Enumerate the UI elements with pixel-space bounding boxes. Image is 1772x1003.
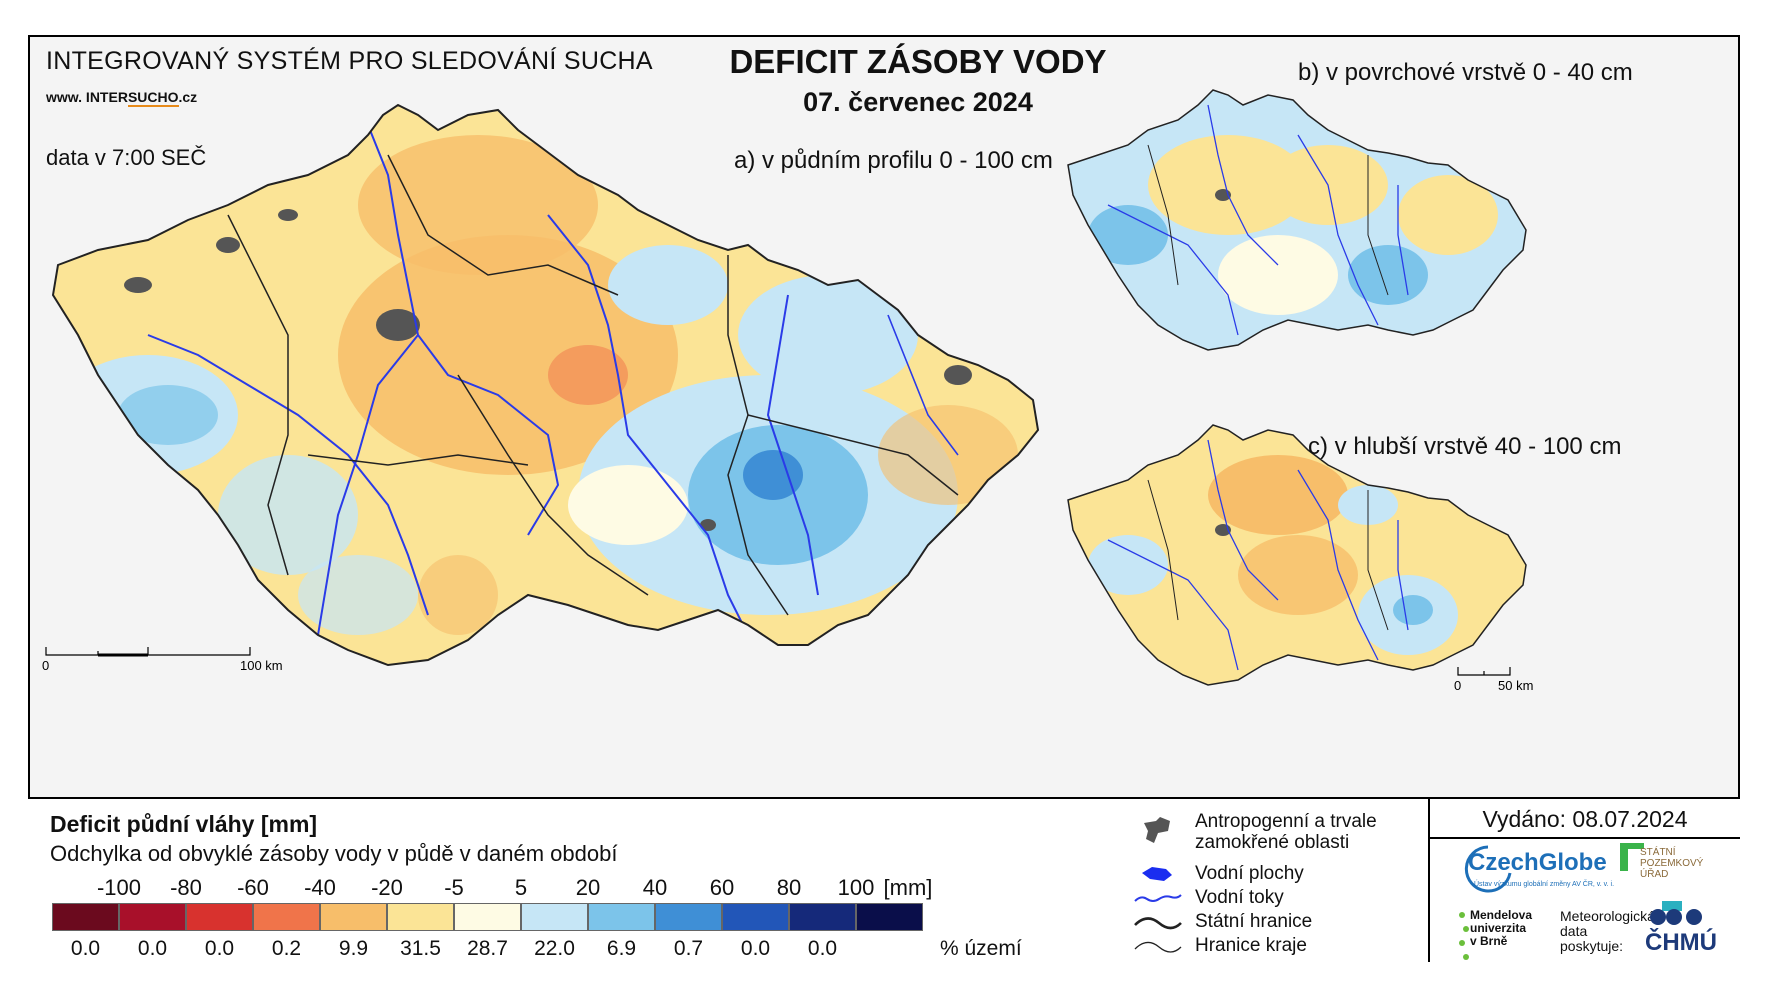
legend-pct-value: 0.0 (807, 937, 838, 960)
small-scale-bar: 0 50 km (1454, 667, 1533, 693)
legend-swatch (521, 903, 588, 931)
system-title: INTEGROVANÝ SYSTÉM PRO SLEDOVÁNÍ SUCHA (46, 47, 653, 75)
legend-pct-value: 22.0 (534, 937, 575, 960)
legend-break-label: 80 (776, 875, 802, 900)
symbol-region-border: Hranice kraje (1133, 935, 1433, 961)
legend-unit: [mm] (883, 875, 933, 900)
legend-break-label: 20 (575, 875, 601, 900)
main-title: DEFICIT ZÁSOBY VODY (729, 43, 1107, 80)
symbol-water-label: Vodní plochy (1195, 863, 1304, 884)
legend-swatch (722, 903, 789, 931)
czechglobe-subtitle: Ústav výzkumu globální změny AV ČR, v. v… (1474, 881, 1615, 888)
legend-breaks: -100 -80 -60 -40 -20 -5 5 20 40 60 80 100 [mm] (52, 875, 952, 905)
spu-logo: STÁTNÍ POZEMKOVÝ ÚŘAD (1640, 847, 1704, 880)
legend-swatch (588, 903, 655, 931)
legend-pct-value: 0.0 (137, 937, 168, 960)
water-body-icon (1142, 867, 1172, 881)
legend-swatch (454, 903, 521, 931)
legend-break-label: 100 (837, 875, 875, 900)
legend-pct-value: 31.5 (400, 937, 441, 960)
symbol-water: Vodní plochy (1133, 863, 1433, 889)
main-scale-zero: 0 (42, 658, 49, 673)
legend-area: Deficit půdní vláhy [mm] Odchylka od obv… (28, 797, 1740, 962)
river-line-icon (1134, 894, 1182, 902)
legend-break-label: 5 (514, 875, 528, 900)
symbol-state-border: Státní hranice (1133, 911, 1433, 937)
legend-pct-value: 9.9 (338, 937, 369, 960)
state-border-icon (1134, 917, 1182, 930)
website-prefix: www. INTER (46, 89, 128, 105)
legend-pct-value: 6.9 (606, 937, 637, 960)
website-highlight: SUCHO (127, 89, 179, 107)
legend-pct-value: 0.0 (70, 937, 101, 960)
spu-logo-icon (1620, 843, 1644, 871)
legend-pct-value: 0.2 (271, 937, 302, 960)
chmu-logo: ČHMÚ (1645, 929, 1717, 956)
legend-break-label: -100 (96, 875, 142, 900)
symbol-urban-label: Antropogenní a trvale zamokřené oblasti (1195, 811, 1377, 853)
map-area: 0 100 km 0 50 km INTEGROVANÝ SYSTÉM PRO … (28, 35, 1740, 797)
legend-swatch (655, 903, 722, 931)
symbol-region-border-label: Hranice kraje (1195, 935, 1307, 956)
region-border-icon (1134, 941, 1182, 953)
legend-subtitle: Odchylka od obvyklé zásoby vody v půdě v… (50, 841, 618, 866)
legend-swatch (253, 903, 320, 931)
legend-pct-value: 28.7 (467, 937, 508, 960)
legend-break-label: -20 (371, 875, 403, 900)
small-scale-end: 50 km (1498, 678, 1533, 693)
map-b-state-border (1067, 89, 1527, 351)
legend-swatch (856, 903, 923, 931)
issued-date: Vydáno: 08.07.2024 (1430, 799, 1740, 839)
czechglobe-logo: CzechGlobe (1468, 849, 1607, 876)
legend-swatch (387, 903, 454, 931)
legend-break-label: -60 (237, 875, 269, 900)
main-date: 07. červenec 2024 (803, 87, 1033, 117)
legend-break-label: 40 (642, 875, 668, 900)
legend-pct-unit: % území (940, 937, 1022, 960)
chmu-logo-icon (1650, 909, 1702, 925)
symbol-urban: Antropogenní a trvale zamokřené oblasti (1133, 811, 1433, 853)
legend-swatches (52, 903, 923, 933)
data-time: data v 7:00 SEČ (46, 145, 207, 170)
urban-area-icon (1144, 817, 1170, 843)
legend-pct-value: 0.0 (740, 937, 771, 960)
legend-swatch (320, 903, 387, 931)
legend-pct-value: 0.0 (204, 937, 235, 960)
maps-canvas: 0 100 km 0 50 km (42, 89, 1533, 693)
mendel-dots-icon (1459, 912, 1469, 960)
map-a-fill (53, 105, 1038, 665)
legend-break-label: -40 (304, 875, 336, 900)
legend-title: Deficit půdní vláhy [mm] (50, 811, 318, 837)
legend-break-label: -80 (170, 875, 202, 900)
website-suffix: .cz (178, 89, 198, 105)
small-scale-zero: 0 (1454, 678, 1461, 693)
legend-break-label: 60 (709, 875, 735, 900)
website-link[interactable]: www. INTERSUCHO.cz (46, 89, 198, 107)
czechglobe-logo-icon (1464, 845, 1512, 893)
spu-accent-icon (1662, 901, 1682, 911)
legend-break-label: -5 (444, 875, 464, 900)
main-scale-bar: 0 100 km (42, 647, 283, 673)
legend-swatch (186, 903, 253, 931)
panel-b-label: b) v povrchové vrstvě 0 - 40 cm (1298, 59, 1633, 86)
panel-c-label: c) v hlubší vrstvě 40 - 100 cm (1308, 433, 1622, 460)
issuer-box: Vydáno: 08.07.2024 CzechGlobe Ústav výzk… (1428, 799, 1740, 962)
symbol-rivers-label: Vodní toky (1195, 887, 1284, 908)
main-scale-end: 100 km (240, 658, 283, 673)
panel-a-label: a) v půdním profilu 0 - 100 cm (734, 147, 1053, 174)
map-c-state-border (1067, 424, 1527, 686)
legend-swatch (789, 903, 856, 931)
legend-swatch (119, 903, 186, 931)
symbol-state-border-label: Státní hranice (1195, 911, 1313, 932)
legend-pct-value: 0.7 (673, 937, 704, 960)
legend-swatch (52, 903, 119, 931)
symbol-rivers: Vodní toky (1133, 887, 1433, 913)
met-data-label: Meteorologická data poskytuje: (1560, 908, 1655, 954)
mendel-logo: Mendelova univerzita v Brně (1470, 908, 1533, 948)
